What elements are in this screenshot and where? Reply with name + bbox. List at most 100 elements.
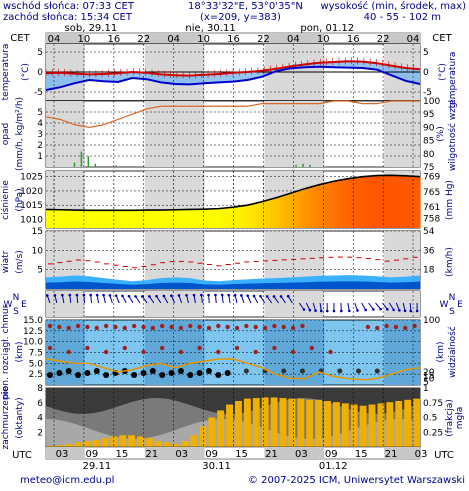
cloud-base-dot xyxy=(47,372,53,378)
panel-cloud-ytick: 2.5 xyxy=(29,370,43,380)
pressure-fill-slice xyxy=(64,209,70,228)
cloud-top-dot xyxy=(131,323,137,329)
pressure-fill-slice xyxy=(92,210,99,228)
panel-pressure-ytick: 1015 xyxy=(20,201,43,211)
fog-bar xyxy=(56,445,64,447)
wind-direction-head xyxy=(259,294,262,298)
cloud-mid-dot xyxy=(66,349,71,355)
panel-wind-ytick-right: 18 xyxy=(423,266,435,276)
top-day-label: pon, 01.12 xyxy=(300,23,354,34)
top-axis-night-0 xyxy=(46,33,85,43)
pressure-fill-slice xyxy=(401,175,407,228)
pressure-fill-slice xyxy=(139,210,145,228)
fog-bar xyxy=(101,438,109,447)
precip-bar xyxy=(73,162,76,167)
pressure-fill-slice xyxy=(359,176,365,228)
pressure-fill-slice xyxy=(298,189,304,228)
pressure-fill-slice xyxy=(190,209,197,228)
top-hour-label: 22 xyxy=(257,34,270,45)
cloud-top-dot xyxy=(85,324,90,330)
top-hour-label: 16 xyxy=(227,34,240,45)
panel-precip-ytick-right: 100 xyxy=(423,97,440,107)
cloud-top-dot xyxy=(272,323,277,329)
cloud-base-dot xyxy=(168,370,175,376)
pressure-fill-slice xyxy=(78,210,84,228)
pressure-fill-slice xyxy=(181,209,187,228)
cloud-base-dot xyxy=(149,368,156,374)
cloud-base-dot xyxy=(205,368,212,374)
pressure-fill-slice xyxy=(391,175,398,228)
panel-precip-ytick-right: 75 xyxy=(423,163,434,173)
footer-email[interactable]: meteo@icm.edu.pl xyxy=(20,475,115,486)
wind-direction-head xyxy=(319,309,323,313)
panel-wind-ytick: 15 xyxy=(32,227,43,237)
pressure-fill-slice xyxy=(410,176,416,228)
fog-ylabel: mgła xyxy=(455,407,465,430)
wind-direction-head xyxy=(53,293,57,297)
cloud-base-dot xyxy=(103,372,110,378)
wind-unit-right: (km/h) xyxy=(445,247,455,277)
panel-winddir-night-0 xyxy=(46,291,85,317)
wind-direction-head xyxy=(114,294,118,297)
cloud-top-dot xyxy=(281,324,286,330)
panel-cloud-ytick-right: 10 xyxy=(423,375,435,385)
wind-direction-arrow xyxy=(54,295,58,304)
fog-ytick-right: 0.25 xyxy=(423,428,443,438)
pressure-fill-slice xyxy=(247,204,253,228)
top-hour-label: 04 xyxy=(48,34,61,45)
cloud-mid-dot xyxy=(103,349,109,355)
pressure-fill-slice xyxy=(204,209,211,228)
cloud-base-dot xyxy=(196,370,203,376)
panel-wind-ytick: 10 xyxy=(32,246,44,256)
wind-direction-head xyxy=(279,295,283,298)
wind-direction-arrow xyxy=(193,295,196,304)
top-hour-label: 16 xyxy=(347,34,360,45)
wind-dir-label-w-right: W xyxy=(440,300,449,310)
fog-bar xyxy=(261,397,269,447)
top-hour-label: 10 xyxy=(78,34,91,45)
wind-dir-label-s: S xyxy=(13,307,19,317)
panel-temperature-ytick: 5 xyxy=(37,48,43,58)
pressure-fill-slice xyxy=(303,188,309,228)
wind-direction-arrow xyxy=(76,294,79,304)
fog-ytick-right: 0.5 xyxy=(423,414,437,424)
bottom-day-label: 29.11 xyxy=(83,461,112,472)
cloud-mid-dot xyxy=(160,345,165,351)
wind-direction-arrow xyxy=(135,296,141,304)
sunset-text: zachód słońca: 15:34 CET xyxy=(3,12,132,23)
wind-direction-arrow xyxy=(163,295,169,304)
wind-direction-arrow xyxy=(128,295,134,304)
pressure-fill-slice xyxy=(167,209,173,228)
cloud-base-dot xyxy=(75,372,82,378)
cloud-top-dot xyxy=(375,325,380,331)
cloud-mid-dot xyxy=(272,345,277,351)
bottom-axis-night-0 xyxy=(46,447,85,459)
cloud-top-dot xyxy=(103,323,109,329)
pressure-fill-slice xyxy=(349,177,356,228)
wind-direction-arrow xyxy=(208,294,210,304)
fog-bar xyxy=(413,398,420,447)
cloudcover-unit: (oktanty) xyxy=(15,397,25,438)
wind-dir-label-w: W xyxy=(4,300,13,310)
wind-direction-arrow xyxy=(287,295,293,304)
cloud-mid-dot xyxy=(290,349,296,355)
cloud-mid-dot xyxy=(122,345,128,351)
wind-direction-arrow xyxy=(178,295,183,304)
pressure-fill-slice xyxy=(223,207,229,228)
wind-direction-head xyxy=(314,309,317,312)
pressure-fill-slice xyxy=(186,209,192,228)
cloud-top-dot xyxy=(47,323,53,329)
cloud-top-dot xyxy=(113,324,118,330)
wind-direction-head xyxy=(265,295,269,298)
visibility-unit: (km) xyxy=(436,341,446,362)
panel-cloud-ytick-right: 100 xyxy=(423,316,440,326)
wind-direction-arrow xyxy=(170,295,176,304)
coordinates-text: 18°33'32"E, 53°0'35"N xyxy=(188,1,303,12)
fog-bar xyxy=(252,398,260,447)
cloud-base-dot xyxy=(243,368,249,374)
wind-direction-arrow xyxy=(156,295,162,304)
pressure-fill-slice xyxy=(373,175,379,228)
top-axis-night-3 xyxy=(384,33,420,43)
pressure-fill-slice xyxy=(55,209,61,228)
cloud-top-dot xyxy=(141,324,146,330)
